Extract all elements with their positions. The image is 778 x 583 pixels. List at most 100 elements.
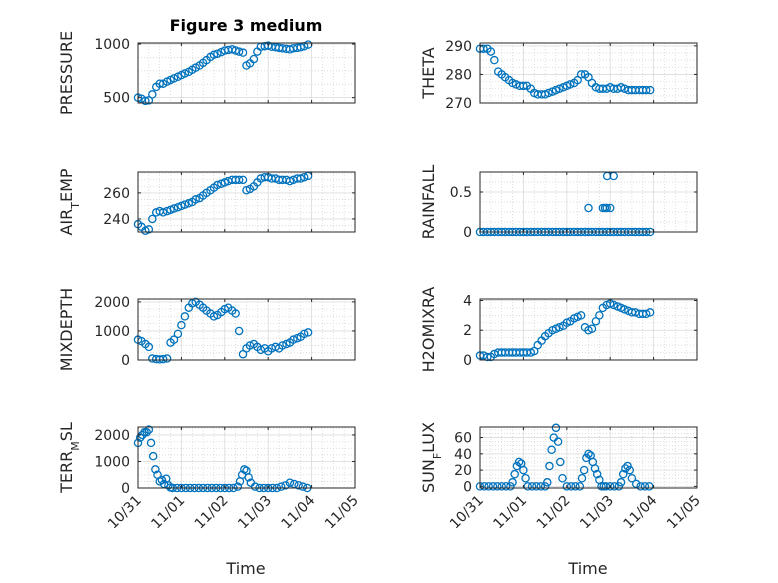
data-point <box>576 311 586 320</box>
data-point <box>553 437 563 446</box>
y-tick-label: 1000 <box>94 324 130 340</box>
x-tick-label: 10/31 <box>447 493 487 533</box>
data-point <box>238 175 248 185</box>
axes-box <box>479 42 698 104</box>
data-point <box>486 47 496 56</box>
y-tick-label: 240 <box>103 212 130 228</box>
data-point <box>164 481 173 490</box>
x-tick-label: 11/05 <box>664 493 704 533</box>
data-point <box>231 46 240 55</box>
data-point <box>501 482 511 491</box>
y-axis-label-part: RAINFALL <box>419 165 438 240</box>
y-axis-label: SUNFLUX <box>419 422 444 493</box>
data-point <box>148 214 157 224</box>
subplot-4: 0 0.5 RAINFALL <box>419 165 698 241</box>
y-tick-label: 270 <box>445 96 472 112</box>
x-tick-label: 11/01 <box>148 493 188 533</box>
data-point <box>234 175 244 185</box>
y-axis-label-part: SUN <box>419 459 438 493</box>
data-point <box>605 203 615 213</box>
y-axis-label: TERRMSL <box>57 422 82 494</box>
data-point <box>519 81 528 91</box>
data-point <box>625 465 634 475</box>
data-point <box>575 482 585 491</box>
data-point <box>303 328 313 337</box>
y-axis-label: THETA <box>419 47 438 99</box>
data-point <box>506 482 515 491</box>
data-point <box>551 423 561 433</box>
y-tick-label: 280 <box>445 67 472 83</box>
y-tick-label: 2000 <box>94 295 130 311</box>
data-point <box>148 451 158 461</box>
y-axis-label-part: H2OMIXRA <box>419 287 438 373</box>
data-point <box>566 80 575 89</box>
data-point <box>640 482 650 491</box>
data-point <box>592 469 602 479</box>
y-axis-label: PRESSURE <box>57 31 76 115</box>
data-point <box>540 482 550 491</box>
data-point <box>158 354 168 364</box>
data-point <box>490 55 499 65</box>
data-point <box>141 96 150 106</box>
data-point <box>148 90 157 99</box>
x-tick-label: 10/31 <box>105 493 145 533</box>
data-point <box>616 478 626 487</box>
y-tick-label: 2 <box>463 323 472 339</box>
data-point <box>645 482 654 491</box>
data-point <box>213 180 222 190</box>
y-tick-label: 20 <box>454 463 472 479</box>
y-tick-label: 500 <box>103 91 130 107</box>
data-point <box>483 352 492 362</box>
y-tick-label: 0.5 <box>450 185 472 201</box>
subplot-3: 240 260 AIRTEMP <box>57 168 356 236</box>
data-point <box>544 88 553 98</box>
data-point <box>244 473 253 482</box>
data-point <box>281 481 290 490</box>
data-point <box>584 203 593 213</box>
data-point <box>191 195 200 204</box>
y-axis-label-part: SL <box>57 422 76 441</box>
data-point <box>299 329 309 339</box>
data-point <box>177 320 186 330</box>
data-point <box>623 461 632 471</box>
x-tick-label: 11/03 <box>577 493 617 533</box>
data-point <box>169 74 179 83</box>
data-point <box>142 428 151 437</box>
data-point <box>180 69 190 78</box>
data-point <box>555 323 564 332</box>
axes-box <box>479 426 698 489</box>
data-point <box>590 464 600 473</box>
x-tick-label: 11/03 <box>235 493 275 533</box>
data-point <box>289 335 298 344</box>
data-point <box>155 79 164 88</box>
data-point <box>238 48 248 57</box>
data-point <box>497 482 506 491</box>
data-point <box>519 465 528 475</box>
data-point <box>610 482 619 491</box>
data-point <box>158 208 168 217</box>
data-point <box>249 54 259 64</box>
data-point <box>595 311 604 320</box>
data-point <box>614 482 624 491</box>
data-point <box>621 464 630 473</box>
subplot-6: 0 2 4 H2OMIXRA <box>419 287 698 373</box>
data-point <box>146 438 156 448</box>
axes-box <box>137 426 356 489</box>
data-point <box>579 465 589 475</box>
data-point <box>641 85 651 95</box>
data-point <box>645 85 655 95</box>
y-tick-label: 0 <box>121 481 130 497</box>
x-axis-label-right: Time <box>567 559 607 578</box>
data-point <box>294 481 303 490</box>
data-point <box>609 300 618 310</box>
data-point <box>645 308 655 317</box>
y-axis-label-part: AIR <box>57 209 76 236</box>
data-point <box>180 312 190 321</box>
data-point <box>641 309 651 319</box>
y-axis-label-part: THETA <box>419 47 438 99</box>
y-tick-label: 0 <box>463 479 472 495</box>
data-point <box>521 473 530 483</box>
data-point <box>144 425 154 434</box>
data-point <box>296 43 305 52</box>
figure-title: Figure 3 medium <box>170 16 323 35</box>
